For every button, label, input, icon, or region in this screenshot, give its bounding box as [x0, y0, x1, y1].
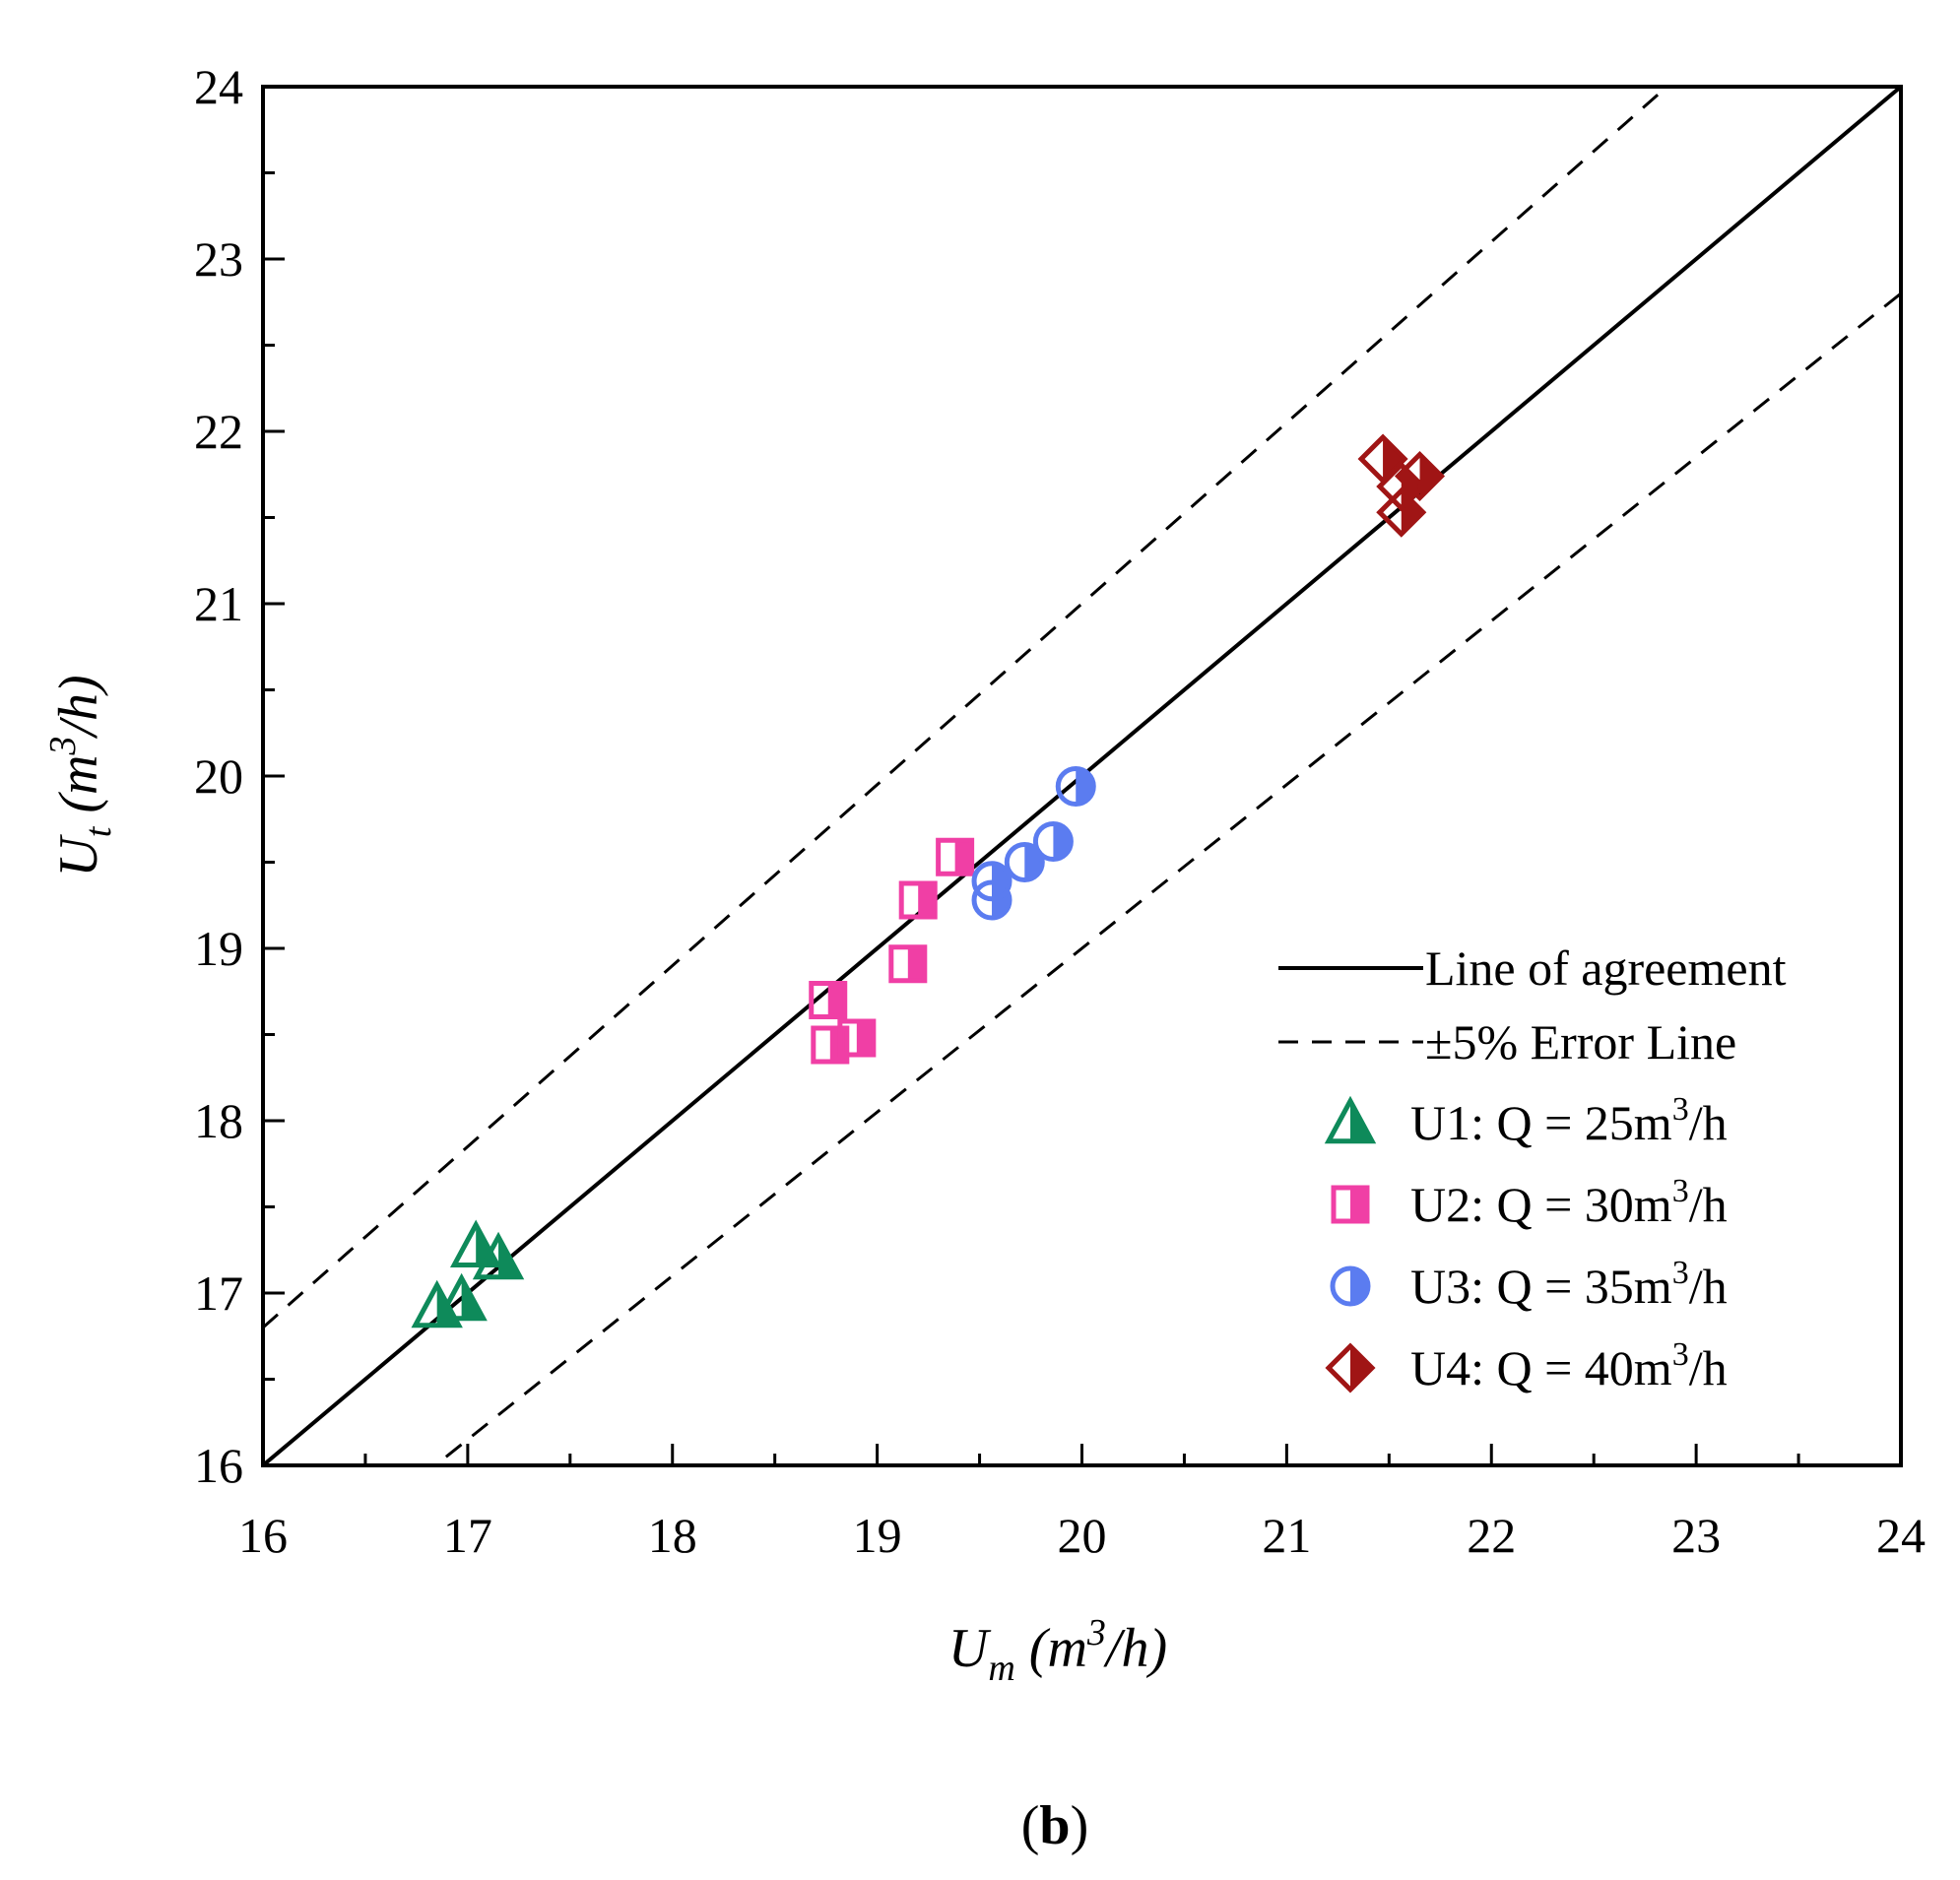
legend-label-u3-text: U3: Q = 35m	[1410, 1259, 1672, 1314]
y-tick-label: 19	[194, 921, 243, 976]
point-u4	[1394, 450, 1446, 502]
legend-marker-u2	[1331, 1185, 1370, 1224]
legend-label-u2-unit: /h	[1689, 1177, 1728, 1232]
point-u4	[1376, 461, 1427, 512]
legend-label-error: ±5% Error Line	[1425, 1014, 1736, 1070]
legend-label-u3-sup: 3	[1672, 1255, 1689, 1291]
x-tick-label: 16	[238, 1508, 288, 1563]
point-u3	[1032, 821, 1074, 862]
caption-letter: b	[1039, 1795, 1070, 1856]
legend-label-u2: U2: Q = 30m3/h	[1410, 1173, 1728, 1232]
legend-label-u1: U1: Q = 25m3/h	[1410, 1091, 1728, 1150]
x-tick-label: 18	[648, 1508, 697, 1563]
legend-label-u4-sup: 3	[1672, 1336, 1689, 1373]
x-axis-title-unit-post: /h)	[1103, 1618, 1167, 1679]
legend-label-u1-unit: /h	[1689, 1095, 1728, 1150]
legend-label-u4-unit: /h	[1689, 1340, 1728, 1395]
point-u2	[809, 981, 848, 1019]
legend-label-u2-sup: 3	[1672, 1173, 1689, 1209]
point-u1	[472, 1231, 525, 1280]
reference-line-2	[432, 292, 1901, 1465]
data-markers	[411, 433, 1446, 1329]
y-axis-title-main: U	[48, 834, 109, 877]
legend-label-agreement: Line of agreement	[1425, 940, 1787, 996]
x-axis-title-unit-pre: (m	[1015, 1618, 1087, 1679]
y-tick-label: 18	[194, 1093, 243, 1148]
legend-label-u1-sup: 3	[1672, 1091, 1689, 1128]
x-tick-label: 23	[1671, 1508, 1721, 1563]
y-tick-label: 23	[194, 231, 243, 287]
y-axis-title: Ut (m3/h)	[42, 675, 119, 876]
x-tick-label: 22	[1467, 1508, 1516, 1563]
y-tick-label: 24	[194, 59, 243, 114]
y-axis-title-unit-pre: (m	[48, 755, 109, 827]
legend-label-u4-text: U4: Q = 40m	[1410, 1340, 1672, 1395]
figure-caption: (b)	[1021, 1795, 1088, 1856]
reference-line-1	[263, 87, 1669, 1329]
x-axis-title-unit-sup: 3	[1086, 1612, 1106, 1653]
caption-open-paren: (	[1021, 1795, 1040, 1856]
y-axis-title-unit-sup: 3	[42, 737, 84, 756]
x-tick-label: 24	[1876, 1508, 1926, 1563]
point-u1	[449, 1219, 502, 1267]
y-tick-label: 22	[194, 404, 243, 459]
point-u2	[936, 837, 975, 876]
point-u3	[971, 861, 1013, 902]
legend-label-u4: U4: Q = 40m3/h	[1410, 1336, 1728, 1395]
x-axis-title-subscript: m	[988, 1648, 1014, 1689]
point-u2	[888, 944, 928, 984]
legend-label-u1-text: U1: Q = 25m	[1410, 1095, 1672, 1150]
legend: Line of agreement ±5% Error Line U1: Q =…	[1278, 940, 1787, 1395]
x-axis-title: Um (m3/h)	[948, 1612, 1167, 1689]
legend-label-u2-text: U2: Q = 30m	[1410, 1177, 1672, 1232]
y-axis-ticks: 16 17 18 19 20 21 22 23 24	[194, 59, 285, 1493]
caption-close-paren: )	[1071, 1795, 1089, 1856]
point-u2	[898, 880, 938, 920]
legend-label-u3: U3: Q = 35m3/h	[1410, 1255, 1728, 1314]
x-tick-label: 21	[1262, 1508, 1311, 1563]
x-axis-title-main: U	[948, 1618, 992, 1679]
legend-marker-u4	[1325, 1342, 1376, 1394]
x-tick-label: 19	[853, 1508, 902, 1563]
point-u2	[837, 1018, 877, 1058]
x-axis-ticks: 16 17 18 19 20 21 22 23 24	[238, 1444, 1926, 1563]
y-tick-label: 17	[194, 1265, 243, 1321]
legend-marker-u1	[1324, 1095, 1377, 1144]
legend-label-u3-unit: /h	[1689, 1259, 1728, 1314]
x-tick-label: 20	[1058, 1508, 1107, 1563]
point-u1	[435, 1272, 488, 1322]
y-tick-label: 16	[194, 1438, 243, 1493]
y-axis-title-subscript: t	[78, 825, 119, 837]
y-tick-label: 21	[194, 576, 243, 631]
legend-markers	[1324, 1095, 1377, 1394]
legend-marker-u3	[1330, 1265, 1371, 1307]
point-u3	[1055, 766, 1096, 807]
y-axis-title-unit-post: /h)	[48, 675, 109, 739]
x-tick-label: 17	[443, 1508, 492, 1563]
y-tick-label: 20	[194, 748, 243, 804]
